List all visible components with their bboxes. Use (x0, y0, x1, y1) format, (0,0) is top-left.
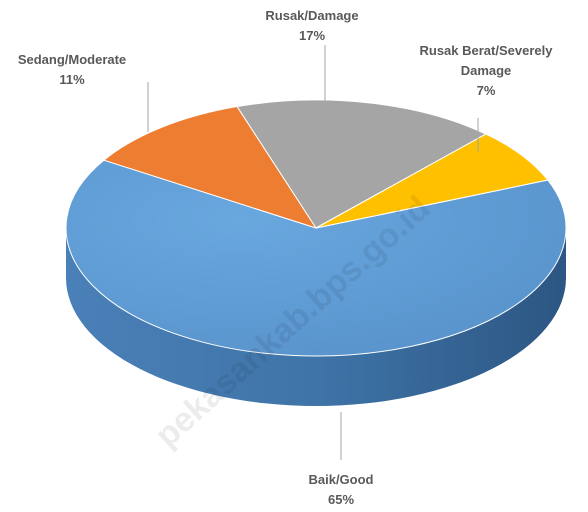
slice-0 (65, 159, 567, 357)
slice-label-good-1: 65% (328, 492, 354, 507)
slice-1 (102, 105, 318, 229)
slice-3 (315, 133, 549, 229)
slice-label-damage-0: Rusak/Damage (265, 8, 358, 23)
slice-label-severe-2: 7% (477, 83, 496, 98)
slice-label-severe-0: Rusak Berat/Severely (420, 43, 554, 58)
slice-label-moderate-1: 11% (59, 72, 85, 87)
slice-label-moderate-0: Sedang/Moderate (18, 52, 126, 67)
slice-side-0 (66, 228, 566, 406)
slice-label-severe-1: Damage (461, 63, 512, 78)
slice-label-damage-1: 17% (299, 28, 325, 43)
slice-label-good-0: Baik/Good (308, 472, 373, 487)
slice-2 (236, 99, 487, 229)
